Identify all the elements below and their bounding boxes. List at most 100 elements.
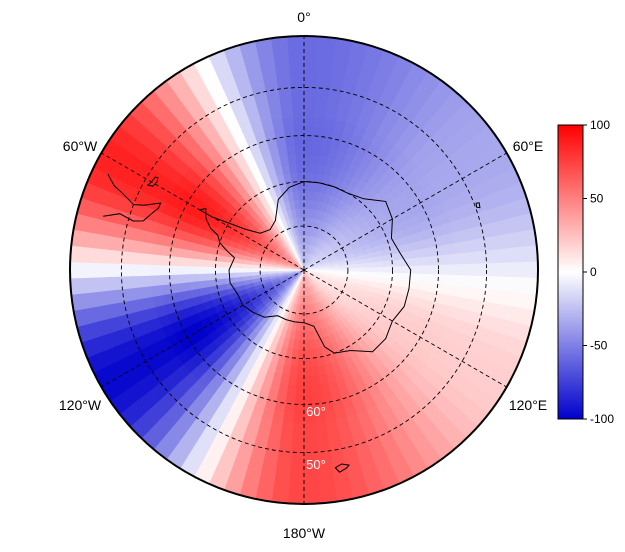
field-cell [466, 263, 478, 277]
field-cell [437, 254, 449, 266]
field-cell [313, 116, 326, 128]
field-cell [140, 275, 152, 288]
lon-label-180: 180°W [283, 525, 326, 541]
field-cell [446, 253, 458, 266]
field-cell [303, 172, 312, 183]
field-cell [131, 263, 142, 277]
field-cell [292, 413, 305, 424]
field-cell [279, 154, 290, 167]
field-cell [150, 274, 162, 287]
field-cell [130, 251, 143, 265]
field-cell [303, 340, 310, 350]
field-cell [286, 384, 297, 396]
field-cell [303, 153, 313, 164]
field-cell [298, 199, 305, 209]
field-cell [311, 384, 322, 396]
field-cell [311, 375, 321, 386]
field-cell [111, 262, 122, 278]
field-cell [495, 248, 507, 264]
field-cell [169, 264, 180, 276]
field-cell [303, 87, 318, 98]
field-cell [290, 442, 305, 453]
field-cell [464, 239, 477, 254]
field-cell [140, 263, 151, 277]
field-cell [276, 77, 292, 90]
field-cell [290, 451, 305, 463]
field-cell [288, 163, 298, 174]
field-cell [485, 276, 497, 291]
field-cell [275, 460, 291, 473]
field-cell [445, 284, 457, 297]
field-cell [391, 259, 402, 268]
field-cell [90, 262, 102, 278]
field-cell [292, 190, 300, 201]
field-cell [475, 250, 487, 265]
field-cell [303, 432, 317, 444]
field-cell [197, 273, 208, 282]
field-cell [294, 385, 305, 396]
field-cell [303, 357, 312, 368]
field-cell [151, 243, 163, 256]
field-cell [364, 262, 375, 269]
field-cell [347, 264, 358, 269]
field-cell [151, 284, 163, 297]
field-cell [303, 36, 321, 48]
field-cell [295, 153, 305, 164]
field-cell [293, 125, 305, 137]
field-cell [169, 255, 180, 266]
field-cell [485, 249, 497, 264]
field-cell [515, 277, 528, 294]
field-cell [296, 172, 305, 183]
field-cell [150, 253, 162, 266]
field-cell [280, 421, 294, 434]
field-cell [215, 277, 227, 286]
field-cell [454, 241, 467, 255]
colorbar-tick-label: 50 [590, 192, 604, 206]
field-cell [282, 116, 295, 128]
field-cell [303, 422, 316, 434]
field-cell [70, 261, 71, 279]
field-cell [409, 273, 421, 283]
field-cell [272, 480, 290, 494]
field-cell [318, 373, 329, 386]
field-cell [287, 36, 305, 48]
colorbar-tick-label: 0 [590, 265, 597, 279]
field-cell [291, 432, 305, 444]
field-cell [303, 385, 314, 396]
field-cell [130, 275, 143, 289]
field-cell [410, 265, 421, 275]
field-cell [318, 46, 336, 60]
field-cell [279, 97, 293, 109]
field-cell [303, 482, 320, 494]
field-cell [456, 263, 468, 277]
field-cell [356, 263, 366, 269]
colorbar-gradient [557, 124, 584, 420]
field-cell [312, 135, 324, 147]
field-cell [140, 252, 152, 265]
field-cell [426, 246, 439, 258]
field-cell [317, 67, 333, 80]
lon-label-60e: 60°E [513, 138, 544, 154]
field-cell [317, 470, 334, 483]
field-cell [286, 503, 305, 504]
field-cell [303, 471, 320, 484]
field-cell [300, 225, 305, 236]
field-cell [288, 471, 305, 484]
field-cell [289, 66, 305, 79]
field-cell [101, 276, 113, 292]
field-cell [277, 145, 289, 158]
field-cell [383, 266, 393, 274]
field-cell [464, 286, 477, 301]
field-cell [303, 125, 315, 137]
field-cell [537, 261, 538, 279]
field-cell [242, 271, 252, 277]
field-cell [293, 403, 305, 415]
field-cell [250, 271, 261, 276]
field-cell [303, 46, 320, 58]
field-cell [303, 190, 310, 200]
field-cell [187, 273, 199, 283]
field-cell [526, 261, 538, 279]
field-cell [215, 272, 226, 280]
field-cell [197, 265, 207, 275]
field-cell [400, 273, 411, 282]
